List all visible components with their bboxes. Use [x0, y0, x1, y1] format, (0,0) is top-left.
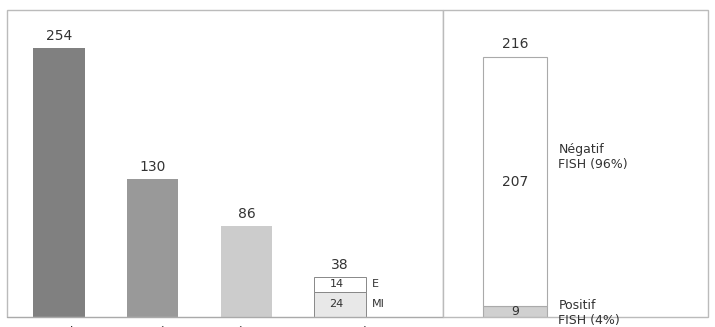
- Text: 9: 9: [511, 305, 519, 318]
- Text: MI: MI: [372, 300, 385, 309]
- Text: Négatif
FISH (96%): Négatif FISH (96%): [558, 143, 628, 171]
- Bar: [221, 226, 272, 317]
- Text: 207: 207: [502, 175, 528, 189]
- Text: E: E: [372, 279, 379, 289]
- Bar: [127, 180, 178, 317]
- Text: 254: 254: [46, 29, 72, 43]
- Text: Positif
FISH (4%): Positif FISH (4%): [558, 300, 620, 327]
- Bar: [315, 277, 366, 292]
- Bar: [33, 48, 84, 317]
- Text: 38: 38: [332, 258, 349, 272]
- Bar: [483, 57, 547, 306]
- Text: 14: 14: [330, 279, 343, 289]
- Text: 216: 216: [502, 37, 528, 51]
- Bar: [315, 292, 366, 317]
- Text: 130: 130: [139, 160, 166, 174]
- Text: 86: 86: [237, 207, 255, 221]
- Bar: [483, 306, 547, 317]
- Text: 24: 24: [330, 300, 344, 309]
